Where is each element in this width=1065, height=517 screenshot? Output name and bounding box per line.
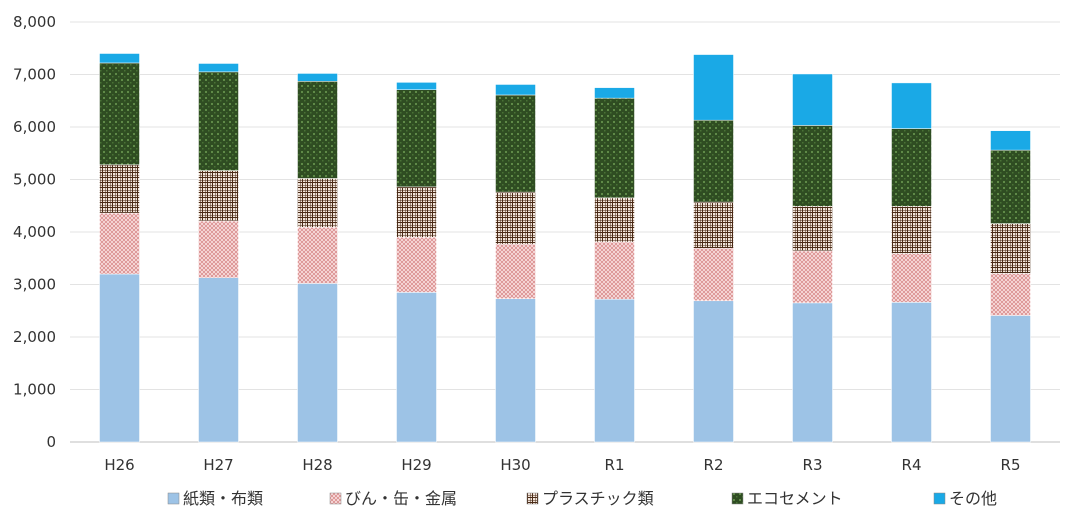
bar-segment (396, 89, 437, 188)
bar-segment (495, 84, 536, 96)
legend-swatch (329, 492, 342, 505)
bar-segment (99, 62, 140, 166)
bar-segment (693, 54, 734, 121)
bar-segment (594, 97, 635, 199)
bar-segment (396, 237, 437, 293)
bar-segment (792, 206, 833, 252)
x-category-label: R2 (704, 456, 724, 474)
bar-segment (594, 87, 635, 99)
bar-segment (99, 164, 140, 214)
bar-segment (693, 248, 734, 302)
bar-segment (990, 149, 1031, 224)
bar-segment (297, 227, 338, 284)
bar-segment (99, 212, 140, 275)
legend-label: その他 (949, 489, 997, 508)
legend-swatch (731, 492, 744, 505)
bar-segment (693, 201, 734, 249)
y-tick-label: 8,000 (13, 13, 56, 31)
bar-segment (792, 125, 833, 207)
bar-segment (396, 186, 437, 238)
bar-segment (594, 298, 635, 443)
x-category-label: H26 (104, 456, 134, 474)
x-category-label: R4 (902, 456, 922, 474)
legend-swatch (526, 492, 539, 505)
x-category-label: R5 (1001, 456, 1021, 474)
bar-segment (990, 315, 1031, 443)
x-category-label: R3 (803, 456, 823, 474)
bar-segment (495, 191, 536, 245)
bar-segment (891, 302, 932, 443)
y-tick-label: 3,000 (13, 276, 56, 294)
y-tick-label: 1,000 (13, 381, 56, 399)
y-tick-label: 0 (46, 433, 56, 451)
bar-segment (495, 94, 536, 193)
bar-segment (297, 73, 338, 82)
bar-segment (594, 197, 635, 243)
bar-segment (198, 71, 239, 171)
x-category-label: H29 (401, 456, 431, 474)
y-tick-label: 5,000 (13, 171, 56, 189)
legend-label: プラスチック類 (542, 489, 654, 508)
bar-segment (990, 223, 1031, 274)
bar-segment (99, 273, 140, 443)
legend: 紙類・布類 びん・缶・金属 プラスチック類 エコセメント その他 (167, 489, 997, 508)
x-axis-category-labels: H26 H27 H28 H29 H30 R1 R2 R3 R4 R5 (104, 456, 1020, 474)
bar-segment (297, 81, 338, 179)
bar-segment (792, 302, 833, 443)
bar-segment (990, 130, 1031, 151)
bar-segment (891, 206, 932, 254)
legend-label: エコセメント (747, 489, 843, 508)
bar-segment (396, 82, 437, 90)
bar-segment (198, 170, 239, 222)
bar-segment (495, 298, 536, 443)
bar-segment (990, 273, 1031, 316)
x-category-label: H30 (500, 456, 530, 474)
bar-segment (792, 73, 833, 126)
bar-segment (891, 82, 932, 129)
bar-segment (198, 277, 239, 443)
bar-segment (495, 243, 536, 299)
y-tick-label: 2,000 (13, 328, 56, 346)
bar-segment (297, 178, 338, 228)
legend-swatch (933, 492, 946, 505)
y-axis-tick-labels: 0 1,000 2,000 3,000 4,000 5,000 6,000 7,000 8,00… (13, 13, 56, 451)
bar-segment (594, 241, 635, 300)
bar-segment (198, 220, 239, 278)
y-tick-label: 7,000 (13, 66, 56, 84)
x-category-label: H27 (203, 456, 233, 474)
legend-label: びん・缶・金属 (345, 489, 457, 508)
bar-segment (792, 250, 833, 304)
legend-swatch (167, 492, 180, 505)
bar-segment (297, 283, 338, 443)
x-category-label: R1 (605, 456, 625, 474)
legend-label: 紙類・布類 (183, 489, 263, 508)
bar-segment (99, 53, 140, 64)
y-tick-label: 4,000 (13, 223, 56, 241)
bar-segment (693, 119, 734, 203)
y-tick-label: 6,000 (13, 118, 56, 136)
bar-segment (693, 300, 734, 443)
bar-segment (891, 253, 932, 303)
bar-segment (891, 128, 932, 207)
bars (99, 53, 1031, 443)
bar-segment (198, 63, 239, 73)
bar-segment (396, 292, 437, 443)
x-category-label: H28 (302, 456, 332, 474)
